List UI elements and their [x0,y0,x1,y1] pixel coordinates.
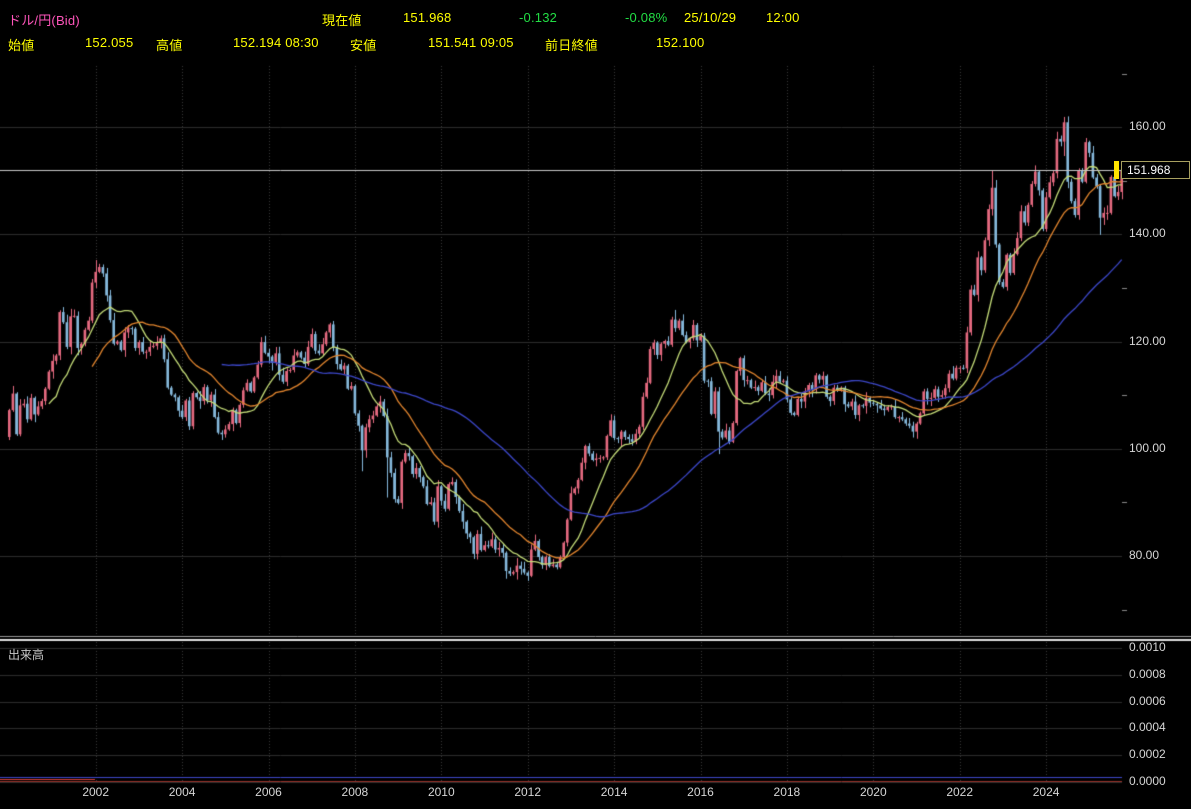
price-axis-label: 100.00 [1129,440,1166,455]
low-value: 151.541 09:05 [428,35,514,50]
volume-axis-label: 0.0008 [1129,666,1166,681]
prev-close-label: 前日終値 [545,38,598,53]
time-axis-year-label: 2022 [946,785,974,799]
time-axis-year-label: 2014 [600,785,628,799]
volume-axis-label: 0.0000 [1129,774,1166,788]
current-price-axis-label: 151.968 [1121,161,1190,180]
high-value: 152.194 08:30 [233,35,319,50]
time-axis-year-label: 2016 [687,785,714,799]
volume-axis-label: 0.0010 [1129,640,1166,654]
price-axis-label: 120.00 [1129,333,1166,348]
current-price-value: 151.968 [403,10,452,25]
volume-axis-label: 0.0004 [1129,720,1166,735]
price-axis-label: 80.00 [1129,547,1160,562]
time-axis-year-label: 2004 [168,785,196,799]
time-axis-year-label: 2006 [255,785,282,799]
open-value: 152.055 [85,35,134,50]
time-axis-year-label: 2002 [82,785,110,799]
current-price-marker-flag [1114,161,1119,180]
volume-axis-label: 0.0002 [1129,747,1166,762]
time-axis-year-label: 2010 [427,785,455,799]
time-axis-year-label: 2018 [773,785,801,799]
time-axis-year-label: 2012 [514,785,542,799]
price-axis-label: 160.00 [1129,119,1166,134]
open-label: 始値 [8,38,35,53]
quote-date: 25/10/29 [684,10,737,25]
price-change-pct: -0.08% [625,10,668,25]
quote-time: 12:00 [766,10,800,25]
low-label: 安値 [350,38,377,53]
high-label: 高値 [156,38,183,53]
time-axis-year-label: 2008 [341,785,369,799]
current-price-marker: 151.968 [1114,160,1190,180]
prev-close-value: 152.100 [656,35,705,50]
instrument-name: ドル/円(Bid) [8,13,80,28]
current-price-label: 現在値 [322,13,362,28]
time-axis-year-label: 2024 [1032,785,1060,799]
price-axis-label: 140.00 [1129,226,1166,241]
volume-axis-label: 0.0006 [1129,693,1166,708]
price-change: -0.132 [519,10,558,25]
volume-panel-label: 出来高 [8,648,45,662]
time-axis-year-label: 2020 [859,785,887,799]
